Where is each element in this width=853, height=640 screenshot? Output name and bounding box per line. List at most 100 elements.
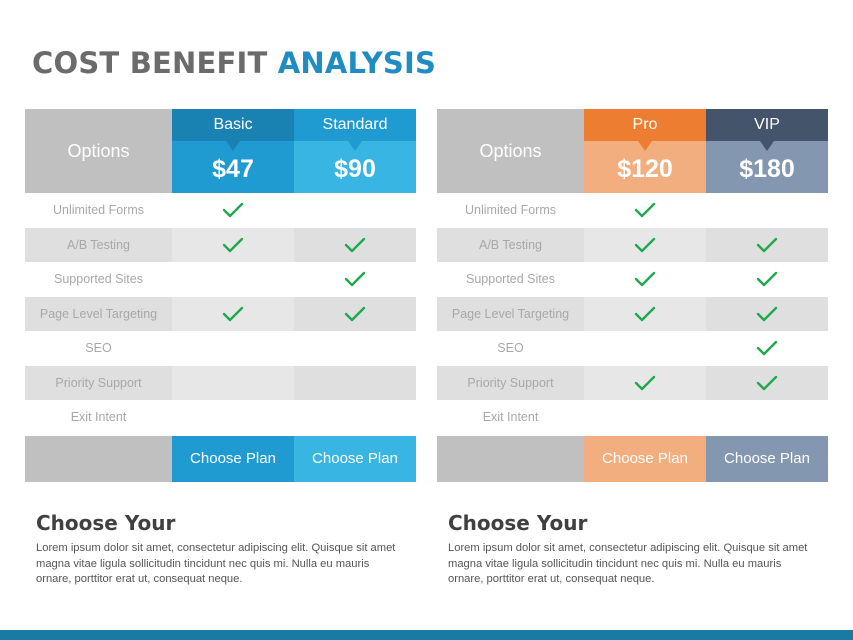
- feature-cell: [294, 262, 416, 297]
- options-header: Options: [25, 109, 172, 193]
- feature-cell: [706, 400, 828, 435]
- description-right: Choose Your Lorem ipsum dolor sit amet, …: [448, 511, 818, 588]
- feature-cell: [294, 400, 416, 435]
- pricing-table-right: Options Pro $120 VIP $180 Unlimited Form…: [437, 109, 828, 482]
- feature-rows: Unlimited Forms A/B Testing Supported Site…: [25, 193, 416, 435]
- feature-label: Exit Intent: [70, 410, 127, 425]
- plan-price: $47: [172, 141, 294, 193]
- feature-row: A/B Testing: [25, 227, 416, 262]
- feature-cell: [584, 227, 706, 262]
- feature-label: Priority Support: [437, 365, 584, 400]
- feature-cell: [294, 193, 416, 228]
- feature-row: Page Level Targeting: [437, 296, 828, 331]
- feature-label: Supported Sites: [54, 272, 143, 287]
- feature-row: Priority Support: [437, 365, 828, 400]
- price-value: $47: [212, 155, 254, 183]
- feature-cell: [706, 296, 828, 331]
- check-icon: [634, 203, 656, 218]
- feature-row: Exit Intent: [437, 400, 828, 435]
- table-footer: Choose Plan Choose Plan: [437, 435, 828, 482]
- table-footer: Choose Plan Choose Plan: [25, 435, 416, 482]
- feature-cell: [172, 296, 294, 331]
- description-left: Choose Your Lorem ipsum dolor sit amet, …: [36, 511, 406, 588]
- choose-plan-pro-button[interactable]: Choose Plan: [584, 435, 706, 482]
- check-icon: [344, 237, 366, 252]
- plan-price: $120: [584, 141, 706, 193]
- price-pointer: [638, 141, 652, 151]
- plan-name: Pro: [584, 109, 706, 141]
- plan-price: $90: [294, 141, 416, 193]
- feature-cell: [172, 193, 294, 228]
- plan-price: $180: [706, 141, 828, 193]
- feature-row: Supported Sites: [437, 262, 828, 297]
- feature-label: SEO: [497, 341, 524, 356]
- pricing-table-left: Options Basic $47 Standard $90 Unlimited…: [25, 109, 416, 482]
- title-part-2: ANALYSIS: [277, 46, 437, 80]
- plan-basic: Basic $47: [172, 109, 294, 193]
- table-header: Options Pro $120 VIP $180: [437, 109, 828, 193]
- choose-plan-vip-button[interactable]: Choose Plan: [706, 435, 828, 482]
- feature-label: Priority Support: [25, 365, 172, 400]
- footer-spacer: [437, 435, 584, 482]
- feature-row: SEO: [25, 331, 416, 366]
- feature-label: A/B Testing: [25, 227, 172, 262]
- feature-cell: [172, 262, 294, 297]
- description-body: Lorem ipsum dolor sit amet, consectetur …: [448, 542, 808, 585]
- feature-cell: [584, 262, 706, 297]
- plan-pro: Pro $120: [584, 109, 706, 193]
- feature-row: Unlimited Forms: [25, 193, 416, 228]
- price-pointer: [226, 141, 240, 151]
- price-pointer: [760, 141, 774, 151]
- price-pointer: [348, 141, 362, 151]
- plan-vip: VIP $180: [706, 109, 828, 193]
- check-icon: [222, 306, 244, 321]
- feature-cell: [294, 331, 416, 366]
- feature-label: Unlimited Forms: [53, 203, 144, 218]
- feature-row: Exit Intent: [25, 400, 416, 435]
- feature-cell: [706, 193, 828, 228]
- feature-cell: [172, 400, 294, 435]
- price-value: $120: [617, 155, 673, 183]
- check-icon: [344, 272, 366, 287]
- feature-cell: [172, 227, 294, 262]
- feature-row: A/B Testing: [437, 227, 828, 262]
- check-icon: [222, 237, 244, 252]
- feature-cell: [706, 227, 828, 262]
- check-icon: [634, 272, 656, 287]
- bottom-accent-bar: [0, 630, 853, 640]
- check-icon: [756, 272, 778, 287]
- feature-cell: [584, 193, 706, 228]
- feature-cell: [706, 262, 828, 297]
- plan-name: Standard: [294, 109, 416, 141]
- footer-spacer: [25, 435, 172, 482]
- table-header: Options Basic $47 Standard $90: [25, 109, 416, 193]
- description-heading: Choose Your: [448, 511, 588, 535]
- check-icon: [756, 306, 778, 321]
- feature-label: Page Level Targeting: [25, 296, 172, 331]
- check-icon: [756, 375, 778, 390]
- feature-label: Supported Sites: [466, 272, 555, 287]
- feature-cell: [584, 331, 706, 366]
- plan-standard: Standard $90: [294, 109, 416, 193]
- feature-cell: [294, 227, 416, 262]
- feature-cell: [584, 365, 706, 400]
- feature-row: Page Level Targeting: [25, 296, 416, 331]
- feature-row: Unlimited Forms: [437, 193, 828, 228]
- options-header: Options: [437, 109, 584, 193]
- choose-plan-basic-button[interactable]: Choose Plan: [172, 435, 294, 482]
- description-body: Lorem ipsum dolor sit amet, consectetur …: [36, 542, 396, 585]
- feature-cell: [294, 296, 416, 331]
- plan-name: VIP: [706, 109, 828, 141]
- feature-cell: [172, 331, 294, 366]
- feature-label: A/B Testing: [437, 227, 584, 262]
- price-value: $180: [739, 155, 795, 183]
- feature-label: Unlimited Forms: [465, 203, 556, 218]
- check-icon: [756, 341, 778, 356]
- feature-cell: [584, 400, 706, 435]
- feature-cell: [706, 331, 828, 366]
- feature-rows: Unlimited Forms A/B Testing Supported Site…: [437, 193, 828, 435]
- feature-label: Exit Intent: [482, 410, 539, 425]
- choose-plan-standard-button[interactable]: Choose Plan: [294, 435, 416, 482]
- price-value: $90: [334, 155, 376, 183]
- check-icon: [756, 237, 778, 252]
